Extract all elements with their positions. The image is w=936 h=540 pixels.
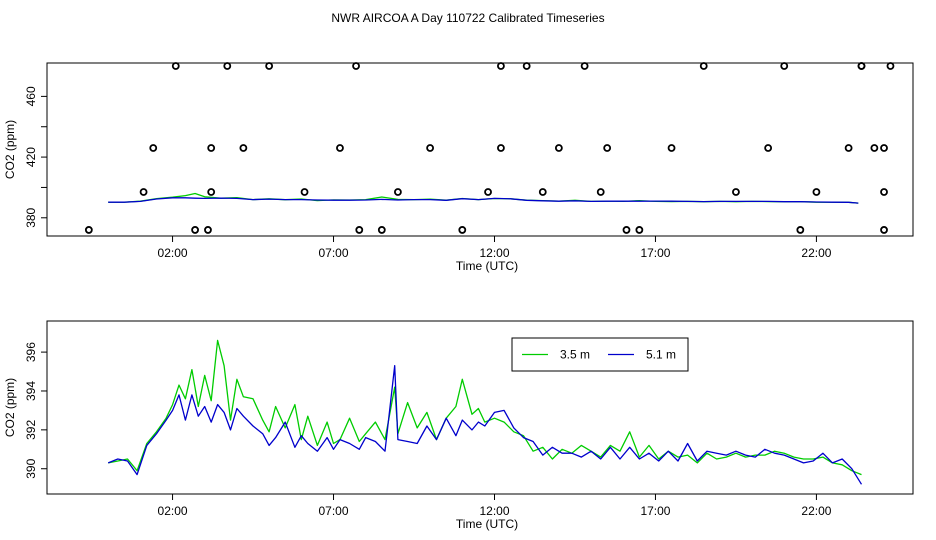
data-point bbox=[265, 62, 274, 70]
data-point bbox=[732, 188, 740, 196]
panel-top: 02:00 07:00 12:00 17:00 22:00 380 420 460 Time (… bbox=[3, 62, 914, 273]
data-point bbox=[207, 144, 216, 152]
series-line-5-1-m bbox=[107, 365, 863, 485]
data-point bbox=[355, 226, 364, 234]
data-point bbox=[394, 188, 402, 196]
data-point bbox=[377, 226, 386, 234]
data-point bbox=[764, 144, 773, 152]
y-tick-label: 460 bbox=[24, 86, 38, 106]
data-point bbox=[635, 226, 644, 234]
x-tick-label: 12:00 bbox=[479, 504, 509, 518]
series-line-blue bbox=[108, 197, 859, 204]
y-tick-label: 420 bbox=[24, 147, 38, 167]
data-point bbox=[596, 188, 605, 196]
data-point bbox=[812, 188, 821, 196]
x-axis-title: Time (UTC) bbox=[456, 517, 518, 531]
data-point bbox=[300, 188, 309, 196]
data-point bbox=[880, 144, 888, 152]
series-line-3-5-m bbox=[108, 339, 862, 476]
data-point bbox=[191, 226, 199, 234]
data-point bbox=[336, 144, 344, 152]
data-point bbox=[149, 144, 158, 152]
data-point bbox=[857, 62, 866, 70]
data-point bbox=[886, 62, 895, 70]
data-point bbox=[139, 188, 148, 196]
panel-bottom: 02:00 07:00 12:00 17:00 22:00 390 392 394 396 Tim… bbox=[3, 320, 914, 531]
x-tick-label: 17:00 bbox=[640, 504, 670, 518]
data-point bbox=[554, 144, 563, 152]
x-tick-label: 02:00 bbox=[158, 246, 188, 260]
data-point bbox=[204, 226, 212, 234]
x-tick-label: 22:00 bbox=[801, 504, 831, 518]
plot-frame bbox=[46, 320, 914, 495]
data-point bbox=[223, 62, 232, 70]
data-point bbox=[522, 62, 531, 70]
data-point bbox=[667, 144, 676, 152]
y-tick-label: 380 bbox=[24, 207, 38, 227]
data-point bbox=[622, 226, 631, 234]
data-point bbox=[458, 226, 467, 234]
data-point bbox=[699, 62, 708, 70]
data-point bbox=[497, 62, 505, 70]
data-point bbox=[603, 144, 612, 152]
y-axis-title: CO2 (ppm) bbox=[3, 378, 17, 437]
data-point bbox=[870, 144, 879, 152]
data-point bbox=[484, 188, 492, 196]
data-point bbox=[880, 226, 888, 234]
y-tick-label: 396 bbox=[24, 342, 38, 362]
data-point bbox=[171, 62, 180, 70]
data-point bbox=[239, 144, 248, 152]
data-point bbox=[844, 144, 853, 152]
y-axis-title: CO2 (ppm) bbox=[3, 120, 17, 179]
y-tick-label: 394 bbox=[24, 381, 38, 401]
x-tick-label: 07:00 bbox=[319, 246, 349, 260]
data-point bbox=[207, 188, 216, 196]
legend-label: 3.5 m bbox=[560, 348, 590, 362]
legend: 3.5 m 5.1 m bbox=[511, 337, 689, 372]
x-tick-label: 17:00 bbox=[640, 246, 670, 260]
x-tick-label: 22:00 bbox=[801, 246, 831, 260]
x-tick-label: 07:00 bbox=[319, 504, 349, 518]
y-tick-label: 390 bbox=[24, 458, 38, 478]
x-tick-label: 02:00 bbox=[158, 504, 188, 518]
x-axis-title: Time (UTC) bbox=[456, 259, 518, 273]
data-point bbox=[880, 188, 888, 196]
data-point bbox=[538, 188, 547, 196]
plot-frame bbox=[46, 62, 914, 237]
x-tick-label: 12:00 bbox=[479, 246, 509, 260]
data-point bbox=[426, 144, 435, 152]
data-point bbox=[780, 62, 789, 70]
data-point bbox=[84, 226, 93, 234]
legend-label: 5.1 m bbox=[646, 348, 676, 362]
y-tick-label: 392 bbox=[24, 420, 38, 440]
figure-title: NWR AIRCOA A Day 110722 Calibrated Times… bbox=[331, 11, 604, 25]
data-point bbox=[352, 62, 360, 70]
data-point bbox=[580, 62, 589, 70]
data-point bbox=[497, 144, 505, 152]
data-point bbox=[796, 226, 805, 234]
